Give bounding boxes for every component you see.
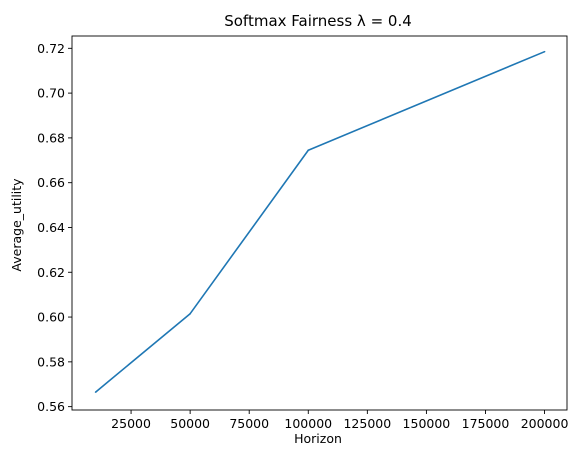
x-tick-label: 175000	[462, 416, 510, 431]
y-tick-label: 0.64	[37, 220, 65, 235]
x-tick-label: 200000	[521, 416, 569, 431]
y-tick-label: 0.58	[37, 354, 65, 369]
plot-area	[71, 35, 568, 411]
data-point	[543, 50, 546, 53]
y-tick-label: 0.72	[37, 41, 65, 56]
y-axis-label: Average_utility	[9, 178, 24, 272]
series-line	[95, 50, 545, 393]
y-tick-label: 0.56	[37, 399, 65, 414]
y-axis-ticks: 0.56 0.58 0.60 0.62 0.64 0.66 0.68 0.70 0.72	[37, 41, 72, 414]
data-point	[307, 149, 310, 152]
y-tick-label: 0.60	[37, 310, 65, 325]
x-tick-label: 100000	[284, 416, 332, 431]
axes-frame	[71, 35, 568, 411]
data-point	[94, 391, 97, 393]
y-tick-label: 0.68	[37, 130, 65, 145]
x-tick-label: 50000	[170, 416, 210, 431]
data-point	[189, 312, 191, 315]
x-tick-label: 75000	[229, 416, 269, 431]
x-axis-ticks: 25000 50000 75000 100000 125000 150000 175000 2…	[111, 410, 568, 431]
y-tick-label: 0.66	[37, 175, 65, 190]
x-tick-label: 125000	[343, 416, 391, 431]
x-axis-label: Horizon	[294, 431, 342, 446]
chart-title: Softmax Fairness λ = 0.4	[224, 12, 412, 30]
x-tick-label: 25000	[111, 416, 151, 431]
x-tick-label: 150000	[403, 416, 451, 431]
y-tick-label: 0.70	[37, 86, 65, 101]
y-tick-label: 0.62	[37, 265, 65, 280]
